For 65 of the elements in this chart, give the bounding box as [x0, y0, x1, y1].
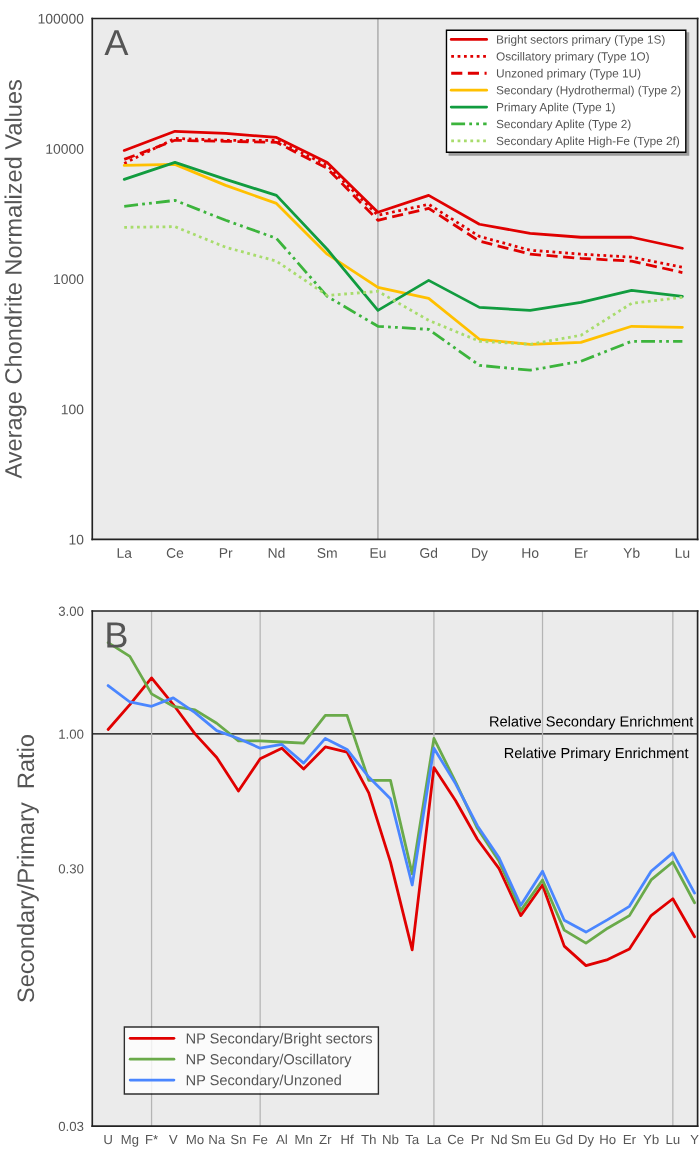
x-tick-label: Fe — [253, 1134, 268, 1145]
legend-label: Secondary Aplite High-Fe (Type 2f) — [496, 136, 680, 148]
x-tick-label: La — [117, 548, 132, 558]
x-tick-label: Ho — [522, 548, 539, 558]
legend-label: NP Secondary/Oscillatory — [186, 1053, 352, 1068]
x-tick-label: Lu — [675, 548, 690, 558]
x-tick-label: Yb — [623, 547, 640, 558]
y-axis-title: Secondary/Primary Ratio — [16, 735, 39, 1002]
x-tick-label: Nd — [491, 1134, 507, 1145]
x-tick-label: La — [427, 1134, 442, 1145]
legend-label: Secondary (Hydrothermal) (Type 2) — [496, 85, 681, 97]
y-tick-label: 10 — [69, 534, 84, 545]
x-tick-label: Zr — [319, 1134, 332, 1145]
x-tick-label: Al — [276, 1134, 287, 1145]
x-tick-label: U — [104, 1134, 112, 1145]
y-tick-label: 0.30 — [58, 864, 84, 874]
x-tick-label: Eu — [370, 548, 386, 558]
legend-label: Unzoned primary (Type 1U) — [496, 68, 641, 80]
x-tick-label: Mn — [295, 1134, 312, 1145]
legend-label: Secondary Aplite (Type 2) — [496, 119, 631, 131]
x-tick-label: Lu — [666, 1134, 680, 1145]
x-tick-label: Ho — [600, 1134, 616, 1145]
annotation: Relative Primary Enrichment — [504, 747, 689, 762]
legend-label: Primary Aplite (Type 1) — [497, 102, 615, 114]
x-tick-label: Mo — [186, 1134, 204, 1145]
x-tick-label: Y — [690, 1134, 699, 1145]
x-tick-label: Ce — [166, 548, 184, 558]
y-tick-label: 3.00 — [58, 606, 84, 616]
y-tick-label: 100000 — [38, 13, 84, 24]
x-tick-label: F* — [146, 1134, 158, 1145]
legend-label: NP Secondary/Bright sectors — [186, 1032, 373, 1047]
y-tick-label: 0.03 — [58, 1121, 84, 1132]
x-tick-label: Eu — [535, 1134, 550, 1145]
chart-title: A — [104, 30, 129, 56]
y-axis-title: Average Chondrite Normalized Values — [4, 80, 27, 479]
x-tick-label: Dy — [472, 548, 488, 561]
x-tick-label: Ce — [447, 1134, 464, 1145]
x-tick-label: Gd — [556, 1134, 573, 1145]
y-tick-label: 1.00 — [59, 729, 84, 739]
x-tick-label: Hf — [341, 1134, 354, 1145]
y-tick-label: 100 — [61, 404, 84, 415]
x-tick-label: Sm — [317, 548, 337, 558]
x-tick-label: Ta — [405, 1134, 420, 1145]
y-tick-label: 10000 — [46, 144, 84, 154]
x-tick-label: Na — [209, 1134, 226, 1145]
x-tick-label: Pr — [471, 1134, 484, 1145]
x-tick-label: Sn — [230, 1134, 246, 1145]
x-tick-label: Er — [623, 1134, 636, 1145]
x-tick-label: Sm — [511, 1134, 530, 1145]
x-tick-label: Mg — [121, 1134, 139, 1147]
x-tick-label: Er — [575, 548, 588, 558]
legend-label: Bright sectors primary (Type 1S) — [497, 35, 665, 47]
ref-line-label: Relative Secondary Enrichment — [490, 715, 694, 730]
x-tick-label: Nb — [383, 1134, 399, 1145]
x-tick-label: Th — [361, 1134, 376, 1145]
x-tick-label: Yb — [643, 1134, 659, 1145]
legend-label: Oscillatory primary (Type 1O) — [496, 51, 649, 63]
x-tick-label: V — [168, 1134, 178, 1145]
x-tick-label: Pr — [219, 548, 233, 558]
chart-title: B — [107, 622, 127, 648]
y-tick-label: 1000 — [54, 274, 84, 285]
x-tick-label: Nd — [268, 547, 285, 558]
legend-label: NP Secondary/Unzoned — [186, 1074, 341, 1089]
x-tick-label: Dy — [578, 1134, 594, 1147]
x-tick-label: Gd — [420, 547, 438, 558]
